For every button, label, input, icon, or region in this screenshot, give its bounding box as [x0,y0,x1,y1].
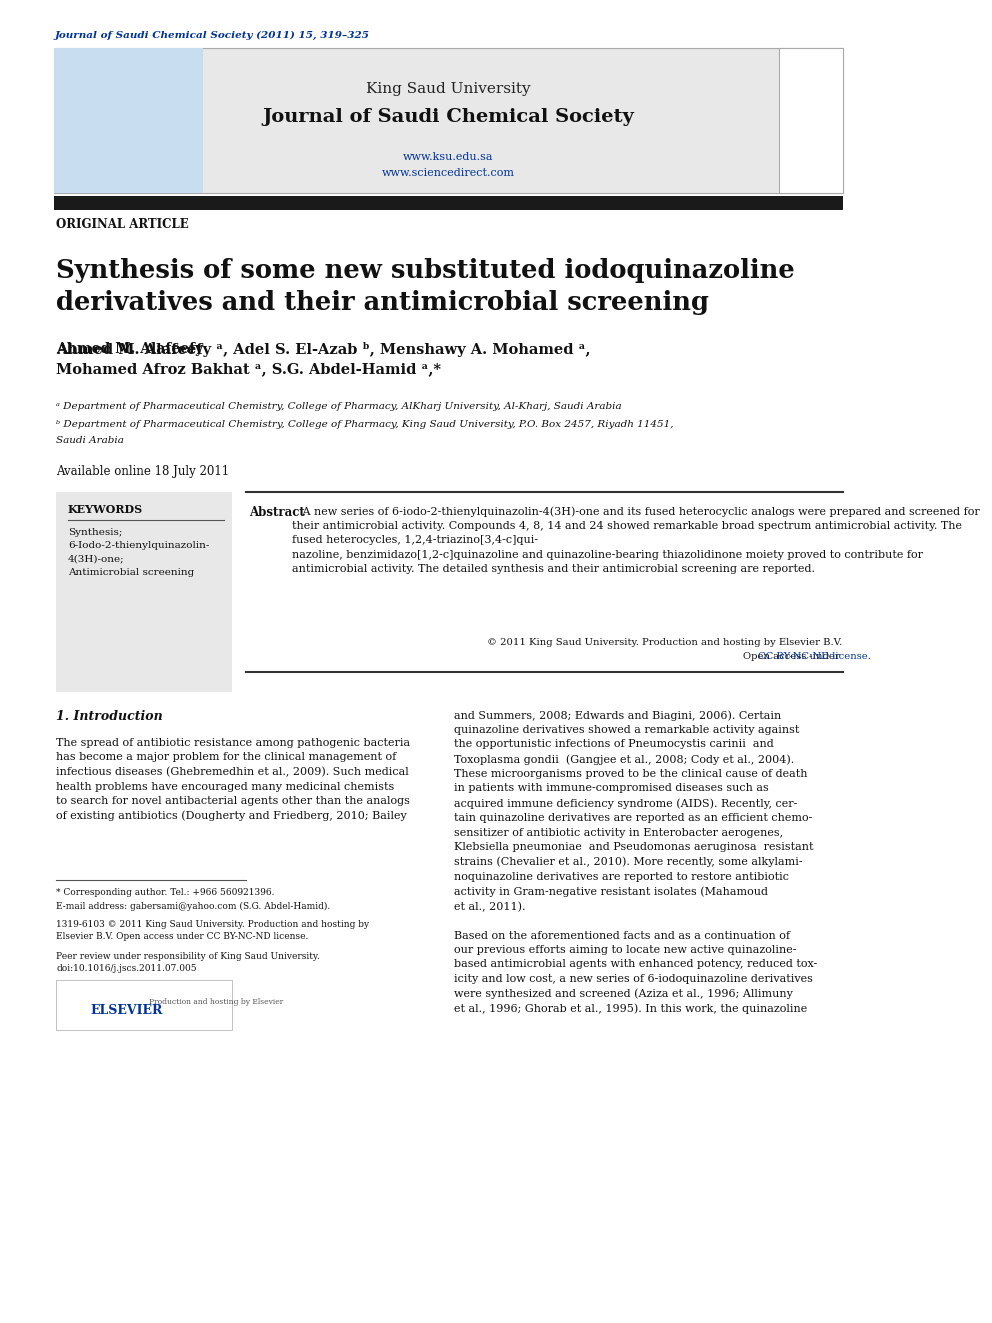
Text: 1319-6103 © 2011 King Saud University. Production and hosting by
Elsevier B.V. O: 1319-6103 © 2011 King Saud University. P… [57,919,369,941]
Text: ORIGINAL ARTICLE: ORIGINAL ARTICLE [57,218,188,232]
Text: © 2011 King Saud University. Production and hosting by Elsevier B.V.: © 2011 King Saud University. Production … [487,638,843,647]
Text: 1. Introduction: 1. Introduction [57,710,163,722]
Text: Journal of Saudi Chemical Society: Journal of Saudi Chemical Society [263,108,635,126]
Text: A new series of 6-iodo-2-thienylquinazolin-4(3H)-one and its fused heterocyclic : A new series of 6-iodo-2-thienylquinazol… [292,505,980,574]
Text: Ahmed M. Alafeefy ᵃ, Adel S. El-Azab ᵇ, Menshawy A. Mohamed ᵃ,
Mohamed Afroz Bak: Ahmed M. Alafeefy ᵃ, Adel S. El-Azab ᵇ, … [57,343,590,377]
Text: Synthesis of some new substituted iodoquinazoline
derivatives and their antimicr: Synthesis of some new substituted iodoqu… [57,258,795,315]
Text: Synthesis;
6-Iodo-2-thienylquinazolin-
4(3H)-one;
Antimicrobial screening: Synthesis; 6-Iodo-2-thienylquinazolin- 4… [67,528,209,577]
Text: Open access under: Open access under [743,652,843,662]
Text: Journal of Saudi Chemical Society (2011) 15, 319–325: Journal of Saudi Chemical Society (2011)… [55,30,369,40]
Text: King Saud University: King Saud University [366,82,531,97]
FancyBboxPatch shape [57,492,232,692]
Text: and Summers, 2008; Edwards and Biagini, 2006). Certain
quinazoline derivatives s: and Summers, 2008; Edwards and Biagini, … [454,710,817,1015]
Text: * Corresponding author. Tel.: +966 560921396.: * Corresponding author. Tel.: +966 56092… [57,888,275,897]
Text: KEYWORDS: KEYWORDS [67,504,143,515]
FancyBboxPatch shape [55,48,203,193]
Text: Abstract: Abstract [249,505,305,519]
Text: ᵇ Department of Pharmaceutical Chemistry, College of Pharmacy, King Saud Univers: ᵇ Department of Pharmaceutical Chemistry… [57,419,674,429]
Text: www.sciencedirect.com: www.sciencedirect.com [382,168,515,179]
FancyBboxPatch shape [780,48,843,193]
Text: Peer review under responsibility of King Saud University.
doi:10.1016/j.jscs.201: Peer review under responsibility of King… [57,953,319,972]
Text: The spread of antibiotic resistance among pathogenic bacteria
has become a major: The spread of antibiotic resistance amon… [57,738,410,822]
Text: ᵃ Department of Pharmaceutical Chemistry, College of Pharmacy, AlKharj Universit: ᵃ Department of Pharmaceutical Chemistry… [57,402,622,411]
Text: ELSEVIER: ELSEVIER [90,1004,163,1016]
FancyBboxPatch shape [55,48,843,193]
FancyBboxPatch shape [57,980,232,1031]
Text: E-mail address: gabersami@yahoo.com (S.G. Abdel-Hamid).: E-mail address: gabersami@yahoo.com (S.G… [57,902,330,912]
Text: Ahmed M. Alafeefy: Ahmed M. Alafeefy [57,343,208,356]
Text: www.ksu.edu.sa: www.ksu.edu.sa [403,152,494,161]
FancyBboxPatch shape [55,196,843,210]
Text: Production and hosting by Elsevier: Production and hosting by Elsevier [149,998,284,1005]
Text: CC BY-NC-ND license.: CC BY-NC-ND license. [758,652,871,662]
Text: Saudi Arabia: Saudi Arabia [57,437,124,445]
Text: Available online 18 July 2011: Available online 18 July 2011 [57,464,229,478]
